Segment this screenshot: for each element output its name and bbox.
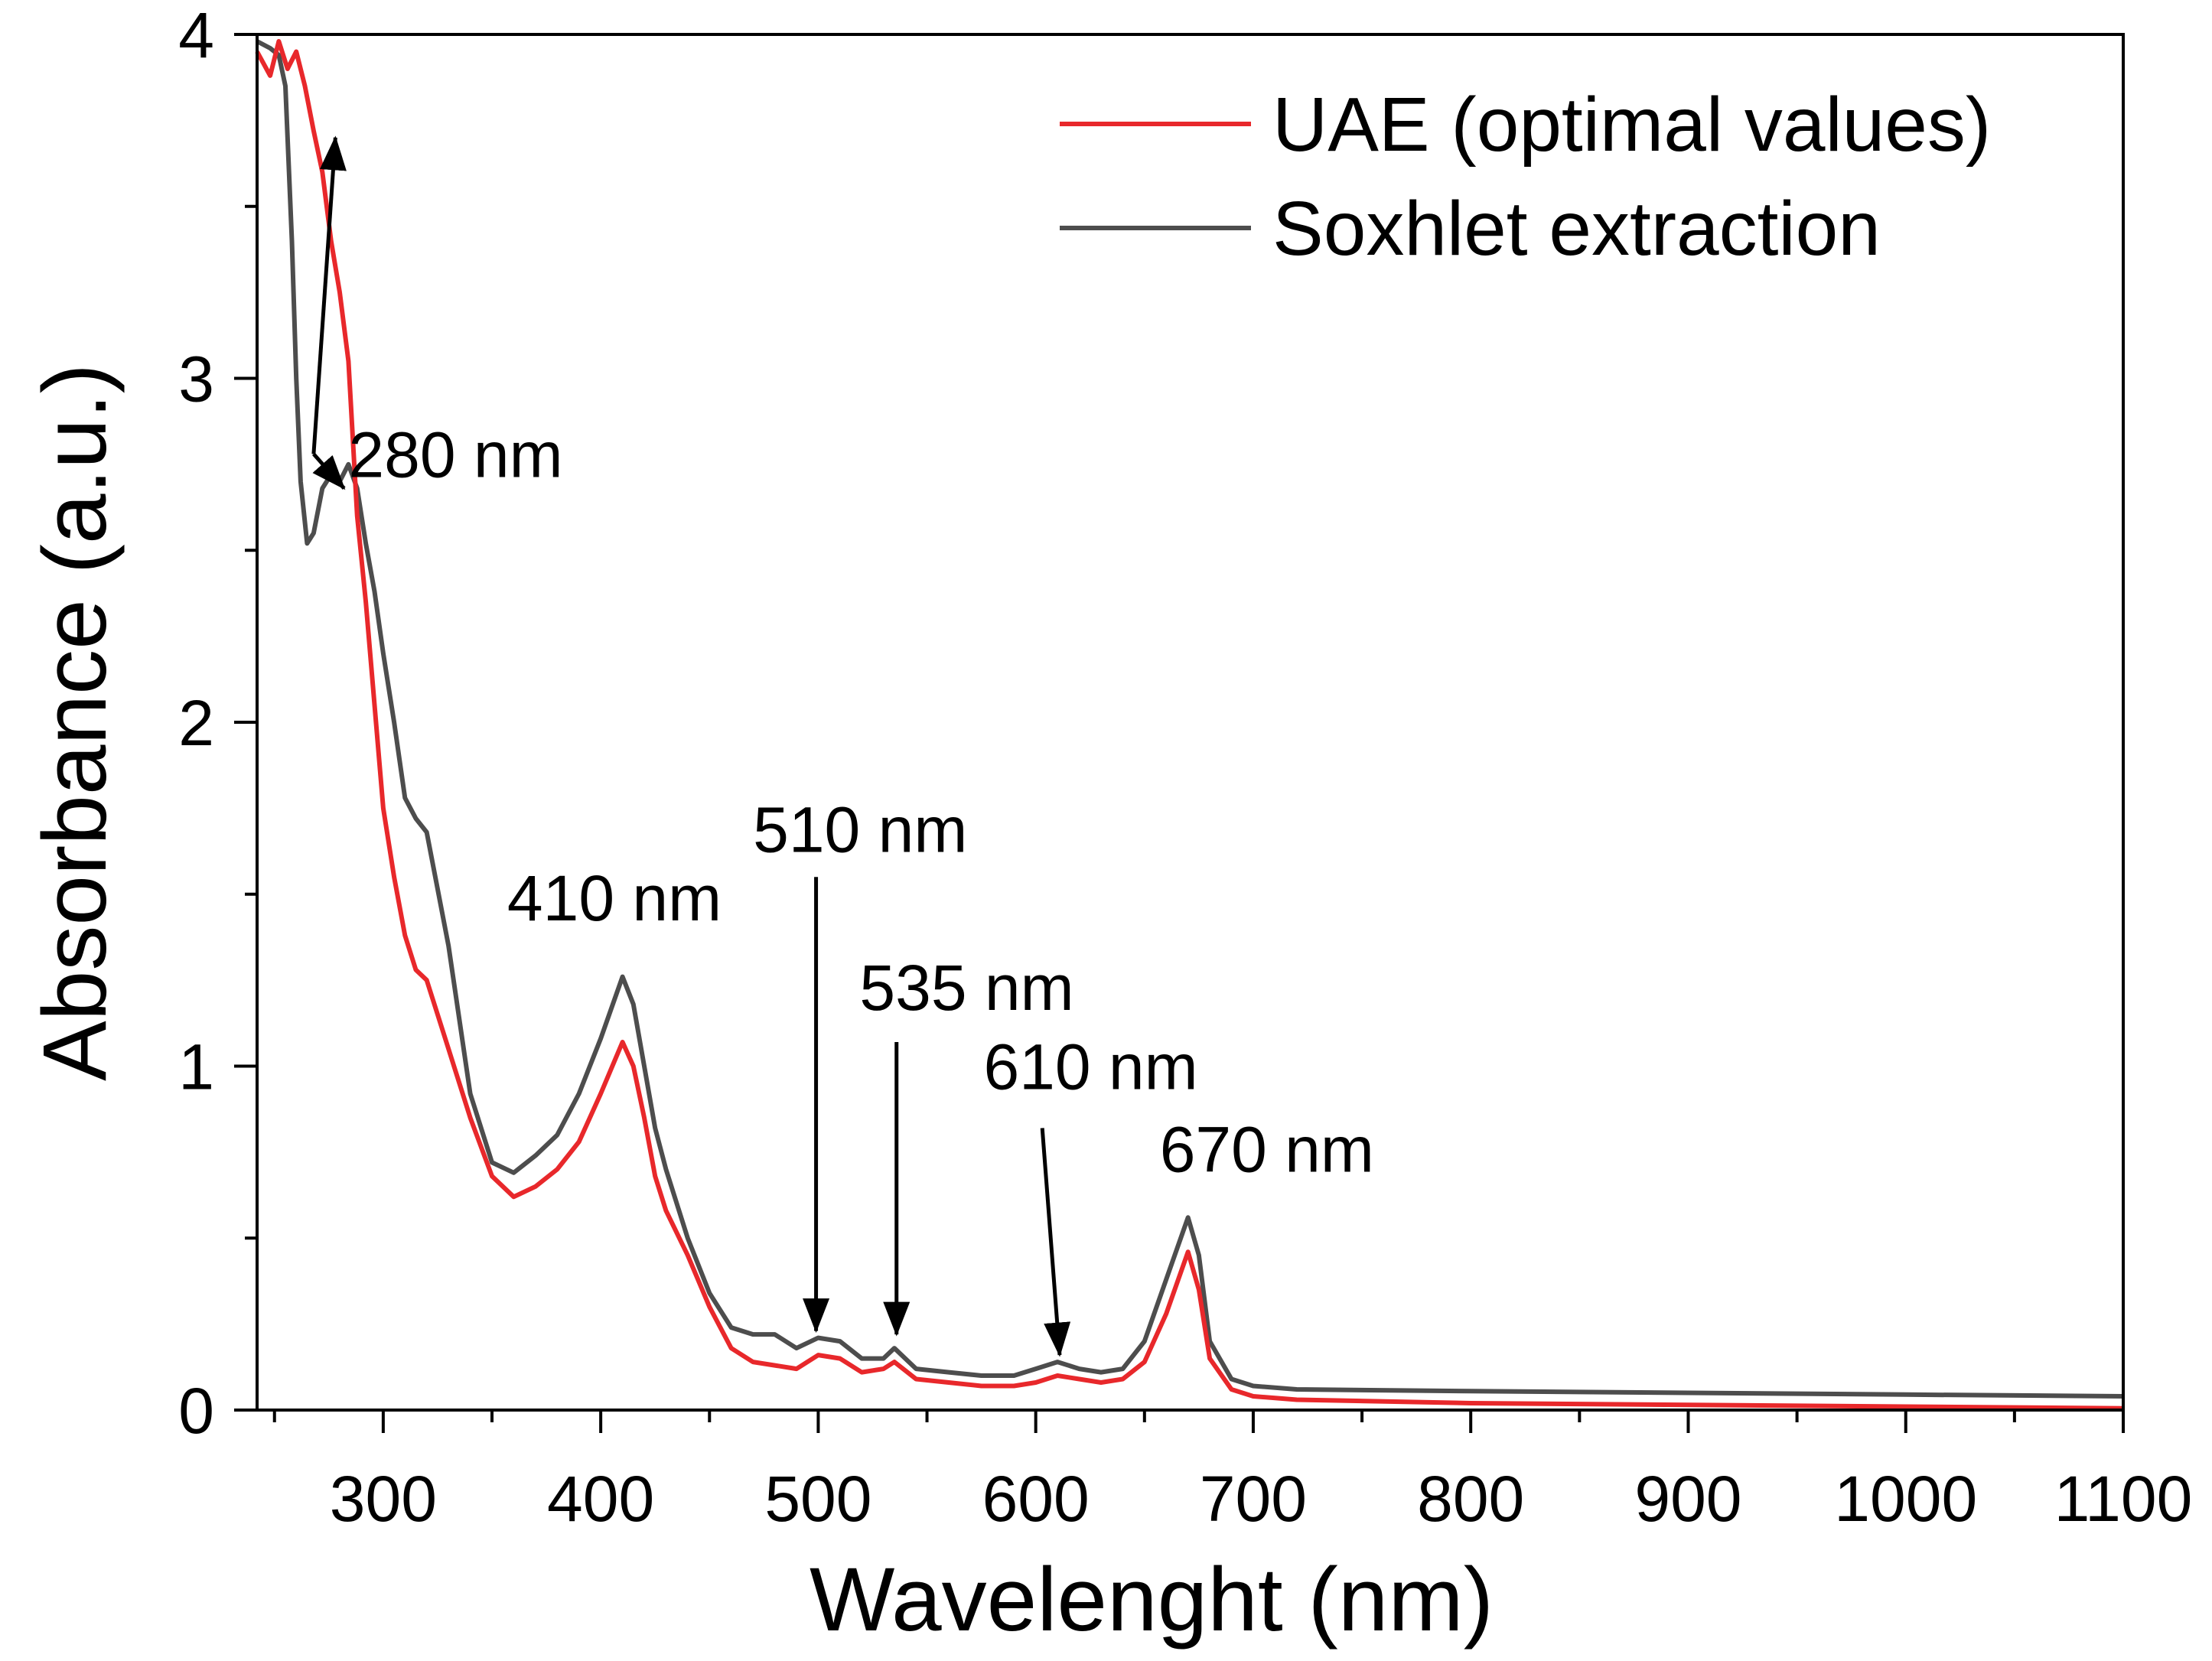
plot-frame bbox=[256, 33, 2125, 1412]
x-tick-labels: 300 400 500 600 700 800 900 1000 1100 bbox=[330, 1463, 2193, 1535]
x-tick-label: 800 bbox=[1417, 1463, 1524, 1535]
y-tick-label: 4 bbox=[178, 0, 214, 71]
y-tick-label: 2 bbox=[178, 687, 214, 759]
x-tick-label: 900 bbox=[1634, 1463, 1741, 1535]
annotation-arrow-280-nm bbox=[311, 135, 347, 454]
y-tick-labels: 0 1 2 3 4 bbox=[178, 0, 214, 1447]
annotation-670-nm: 670 nm bbox=[1160, 1113, 1374, 1185]
series-line-uae bbox=[255, 39, 2124, 1411]
legend: UAE (optimal values) Soxhlet extraction bbox=[1060, 82, 1991, 272]
annotation-610-nm: 610 nm bbox=[983, 1031, 1197, 1103]
y-tick-label: 0 bbox=[178, 1375, 214, 1447]
legend-label-soxhlet: Soxhlet extraction bbox=[1272, 186, 1881, 272]
x-tick-label: 1000 bbox=[1834, 1463, 1977, 1535]
x-tick-label: 400 bbox=[547, 1463, 654, 1535]
axis-ticks bbox=[234, 33, 2125, 1433]
x-tick-label: 300 bbox=[330, 1463, 437, 1535]
y-tick-label: 3 bbox=[178, 344, 214, 415]
y-axis-label: Absorbance (a.u.) bbox=[24, 363, 125, 1081]
plot-area bbox=[257, 34, 2123, 1410]
annotation-280-nm: 280 nm bbox=[348, 419, 562, 490]
annotation-510-nm: 510 nm bbox=[753, 793, 967, 865]
x-tick-label: 500 bbox=[764, 1463, 871, 1535]
annotation-arrow-610-nm bbox=[1040, 1128, 1071, 1357]
x-tick-label: 700 bbox=[1200, 1463, 1307, 1535]
y-tick-label: 1 bbox=[178, 1031, 214, 1103]
annotation-535-nm: 535 nm bbox=[859, 952, 1073, 1024]
x-tick-label: 1100 bbox=[2054, 1463, 2193, 1535]
annotation-410-nm: 410 nm bbox=[507, 862, 722, 934]
annotation-arrow-280-nm bbox=[312, 452, 346, 490]
x-tick-label: 600 bbox=[982, 1463, 1090, 1535]
x-axis-label: Wavelenght (nm) bbox=[810, 1549, 1494, 1650]
legend-label-uae: UAE (optimal values) bbox=[1272, 82, 1991, 168]
